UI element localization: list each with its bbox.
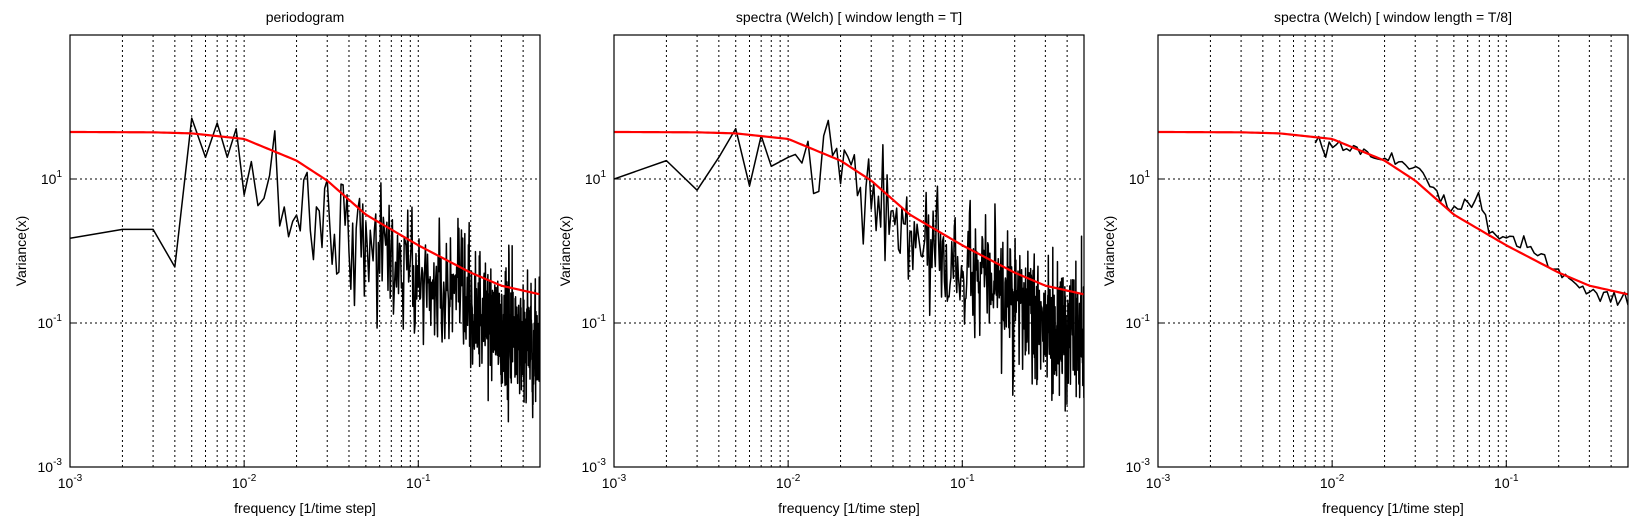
series-line-theoretical bbox=[70, 130, 540, 296]
axes-frame bbox=[69, 34, 541, 468]
series-line-estimate bbox=[70, 117, 540, 423]
x-tick-label: 10-3 bbox=[602, 473, 627, 491]
chart-panel-welch-T8: 10-3 10-2 10-1 10-3 10-1 101 spectra (Welch) [… bbox=[1101, 9, 1629, 516]
x-tick-label: 10-3 bbox=[1146, 473, 1171, 491]
x-axis-label: frequency [1/time step] bbox=[778, 500, 920, 516]
grid-lines bbox=[614, 35, 1084, 467]
series-line-estimate bbox=[1314, 135, 1628, 306]
plot-area bbox=[614, 119, 1084, 412]
chart-title: spectra (Welch) [ window length = T] bbox=[736, 9, 962, 25]
x-tick-label: 10-2 bbox=[232, 473, 257, 491]
axes-frame bbox=[1157, 34, 1629, 468]
y-tick-label: 101 bbox=[1129, 169, 1151, 187]
series-line-theoretical bbox=[1158, 130, 1628, 296]
y-tick-label: 10-3 bbox=[1126, 457, 1151, 475]
chart-title: periodogram bbox=[266, 9, 345, 25]
y-tick-label: 10-3 bbox=[38, 457, 63, 475]
chart-panel-welch-T: 10-3 10-2 10-1 10-3 10-1 101 spectra (Welch) [… bbox=[557, 9, 1085, 516]
y-tick-label: 10-1 bbox=[1126, 313, 1151, 331]
chart-title: spectra (Welch) [ window length = T/8] bbox=[1274, 9, 1512, 25]
x-tick-label: 10-3 bbox=[58, 473, 83, 491]
x-tick-label: 10-1 bbox=[950, 473, 975, 491]
y-axis-label: Variance(x) bbox=[1101, 216, 1117, 287]
axes-frame bbox=[613, 34, 1085, 468]
y-tick-label: 101 bbox=[41, 169, 63, 187]
y-tick-label: 101 bbox=[585, 169, 607, 187]
x-tick-label: 10-2 bbox=[1320, 473, 1345, 491]
x-tick-label: 10-1 bbox=[406, 473, 431, 491]
plot-area bbox=[70, 117, 540, 423]
x-axis-label: frequency [1/time step] bbox=[234, 500, 376, 516]
y-axis-label: Variance(x) bbox=[13, 216, 29, 287]
chart-panel-periodogram: 10-3 10-2 10-1 10-3 10-1 101 periodogram freque… bbox=[13, 9, 541, 516]
x-axis-label: frequency [1/time step] bbox=[1322, 500, 1464, 516]
y-tick-label: 10-3 bbox=[582, 457, 607, 475]
plot-area bbox=[1158, 130, 1628, 306]
series-line-theoretical bbox=[614, 130, 1084, 296]
y-axis-label: Variance(x) bbox=[557, 216, 573, 287]
series-line-estimate bbox=[614, 119, 1084, 412]
x-tick-label: 10-2 bbox=[776, 473, 801, 491]
x-tick-label: 10-1 bbox=[1494, 473, 1519, 491]
y-tick-label: 10-1 bbox=[38, 313, 63, 331]
y-tick-label: 10-1 bbox=[582, 313, 607, 331]
grid-lines bbox=[1158, 35, 1628, 467]
